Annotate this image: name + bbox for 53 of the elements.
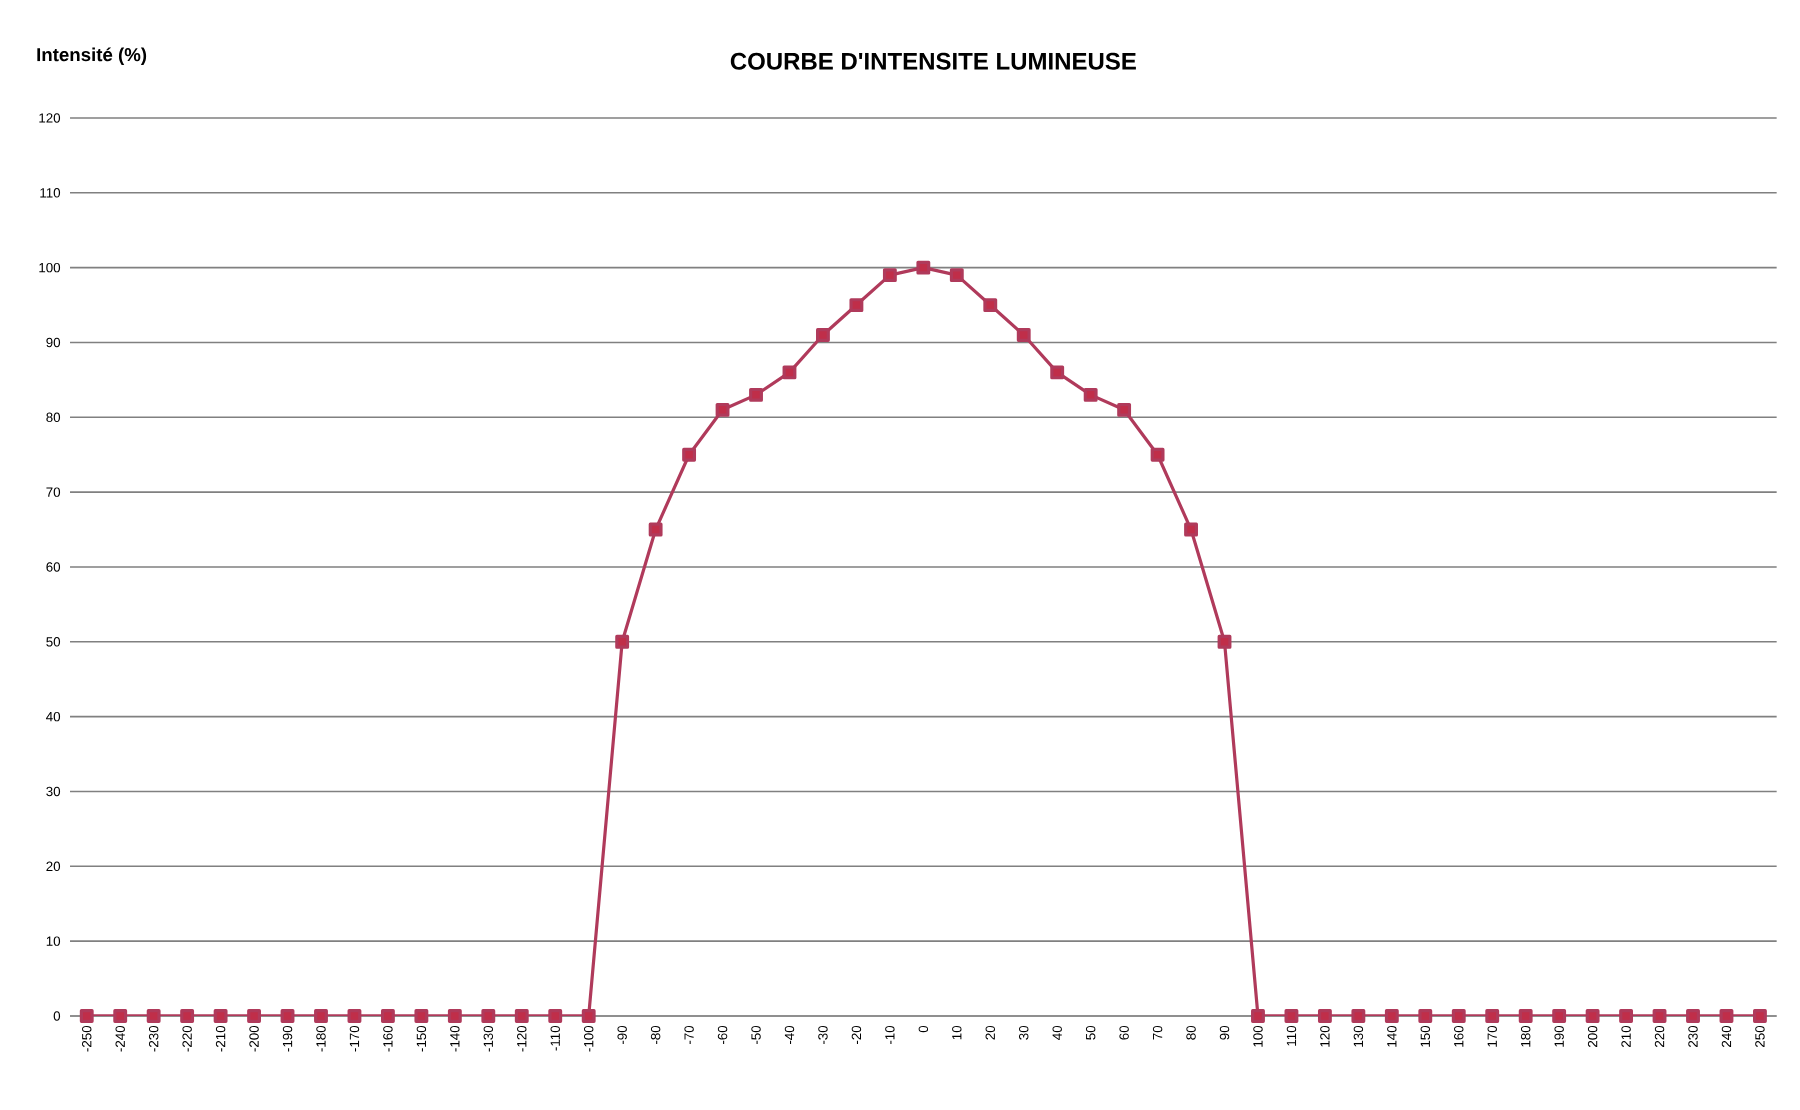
point bbox=[1117, 402, 1132, 417]
point bbox=[1016, 328, 1031, 342]
point bbox=[347, 1009, 362, 1023]
point bbox=[1451, 1009, 1466, 1023]
point bbox=[280, 1009, 295, 1023]
point bbox=[782, 365, 797, 380]
point bbox=[213, 1009, 228, 1023]
point bbox=[548, 1009, 563, 1023]
point bbox=[1585, 1009, 1600, 1023]
point bbox=[949, 268, 964, 283]
point bbox=[79, 1009, 94, 1023]
point bbox=[447, 1009, 462, 1023]
point bbox=[1217, 634, 1232, 649]
point bbox=[1150, 447, 1165, 462]
point bbox=[180, 1009, 195, 1023]
point bbox=[682, 447, 697, 462]
point bbox=[1317, 1009, 1332, 1023]
point bbox=[514, 1009, 529, 1023]
point bbox=[715, 402, 730, 417]
point bbox=[1652, 1009, 1667, 1023]
point bbox=[1384, 1009, 1399, 1023]
point bbox=[581, 1009, 596, 1023]
point bbox=[1251, 1009, 1265, 1023]
point bbox=[414, 1009, 429, 1023]
point bbox=[816, 328, 830, 342]
point bbox=[1686, 1009, 1700, 1023]
point bbox=[983, 298, 998, 312]
point bbox=[1518, 1009, 1533, 1023]
point bbox=[1050, 365, 1065, 380]
point bbox=[1485, 1009, 1500, 1023]
point bbox=[1719, 1009, 1734, 1023]
point bbox=[1083, 387, 1098, 402]
point bbox=[849, 298, 864, 312]
point bbox=[1753, 1009, 1767, 1023]
point bbox=[615, 634, 630, 649]
point bbox=[481, 1009, 496, 1023]
point bbox=[882, 268, 897, 283]
point bbox=[380, 1009, 395, 1023]
point bbox=[1552, 1009, 1567, 1023]
point bbox=[247, 1009, 261, 1023]
point bbox=[1184, 522, 1198, 537]
point bbox=[916, 260, 931, 275]
point bbox=[113, 1009, 128, 1023]
point bbox=[648, 522, 663, 537]
point bbox=[1284, 1009, 1299, 1023]
point bbox=[1619, 1009, 1634, 1023]
point bbox=[1418, 1009, 1433, 1023]
point bbox=[1351, 1009, 1366, 1023]
chart-title: COURBE D'INTENSITE LUMINEUSE bbox=[730, 52, 1136, 70]
point bbox=[146, 1009, 161, 1023]
point bbox=[314, 1009, 328, 1023]
y-axis-title: Intensité (%) bbox=[37, 47, 147, 65]
point bbox=[749, 387, 763, 402]
